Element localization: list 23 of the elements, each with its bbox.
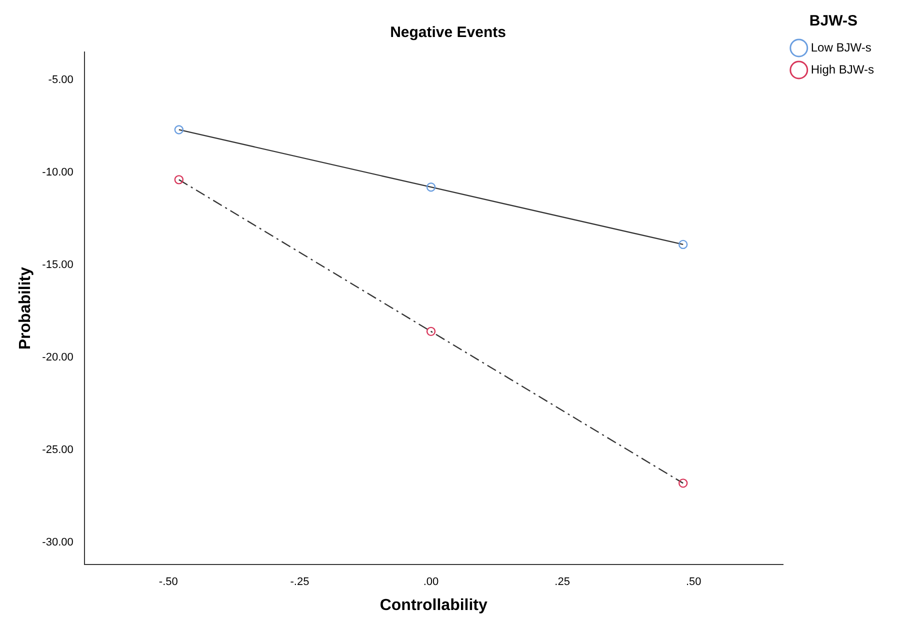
- x-tick-label: .50: [686, 576, 702, 588]
- point: [678, 240, 688, 250]
- legend-label: High BJW-s: [810, 62, 874, 76]
- y-tick-label: -10.00: [42, 166, 74, 178]
- legend-title: BJW-S: [809, 12, 858, 30]
- y-tick-label: -20.00: [42, 351, 74, 364]
- point: [174, 175, 184, 184]
- x-tick-label: .00: [423, 576, 439, 588]
- y-axis-title: Probability: [17, 266, 34, 350]
- point: [426, 182, 436, 192]
- x-axis-title: Controllability: [380, 596, 488, 614]
- legend-label: Low BJW-s: [810, 40, 872, 54]
- point: [174, 125, 184, 134]
- y-tick-label: -5.00: [48, 74, 74, 86]
- x-tick-label: -.25: [290, 576, 310, 588]
- chart-title: Negative Events: [390, 24, 506, 42]
- y-tick-label: -30.00: [42, 536, 74, 548]
- point: [426, 326, 436, 336]
- y-tick-label: -25.00: [42, 444, 74, 456]
- x-tick-label: .25: [554, 576, 570, 588]
- x-tick-label: -.50: [158, 576, 178, 588]
- y-tick-label: -15.00: [42, 258, 74, 271]
- point: [678, 478, 688, 488]
